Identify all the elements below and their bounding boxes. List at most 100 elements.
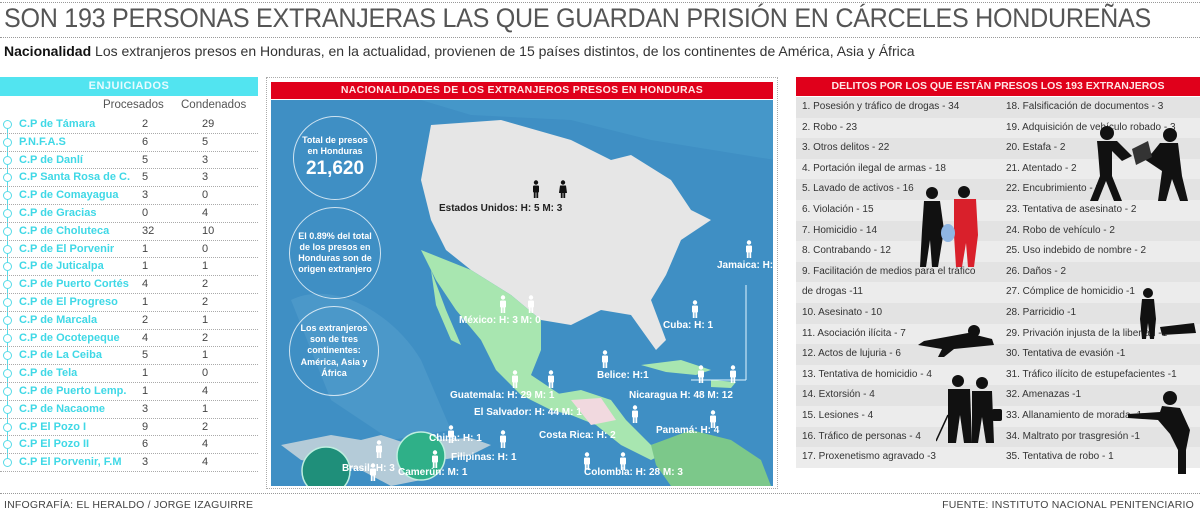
crime-right: 18. Falsificación de documentos - 3	[1006, 101, 1164, 112]
label-filipinas: Filipinas: H: 1	[451, 452, 517, 463]
procesados-value: 0	[142, 206, 149, 219]
crime-left: 1. Posesión y tráfico de drogas - 34	[802, 101, 960, 112]
person-marker-icon	[745, 240, 753, 258]
condenados-value: 5	[202, 135, 209, 148]
procesados-value: 1	[142, 384, 149, 397]
prison-row: C.P de Támara 2 29	[0, 116, 258, 134]
timeline-dot-icon	[3, 333, 12, 343]
procesados-value: 2	[142, 118, 149, 130]
person-male-icon	[532, 180, 540, 198]
crime-right: 35. Tentativa de robo - 1	[1006, 451, 1114, 463]
timeline-dot-icon	[3, 137, 12, 147]
crime-row: 14. Extorsión - 4 32. Amenazas -1	[796, 385, 1200, 406]
person-marker-icon	[709, 410, 717, 428]
prison-row: C.P de Tela 1 0	[0, 365, 258, 383]
continents-text-b: América, Asia y África	[300, 356, 368, 378]
col-condenados: Condenados	[181, 99, 247, 111]
divider	[0, 37, 1200, 38]
condenados-value: 4	[202, 438, 209, 451]
label-el-salvador: El Salvador: H: 44 M: 1	[474, 407, 582, 418]
prison-name: C.P de Támara	[19, 118, 96, 130]
prison-name: C.P de Puerto Cortés	[19, 278, 129, 291]
crime-left: 14. Extorsión - 4	[802, 389, 875, 401]
map: Total de presos en Honduras 21,620 El 0.…	[271, 100, 773, 486]
prison-list: C.P de Támara 2 29 P.N.F.A.S 6 5 C.P de Danlí 5…	[0, 116, 258, 472]
label-panama: Panamá: H: 4	[656, 425, 720, 436]
procesados-value: 1	[142, 367, 149, 380]
condenados-value: 1	[202, 402, 209, 415]
divider	[0, 2, 1200, 3]
procesados-value: 3	[142, 189, 149, 202]
label-guatemala: Guatemala: H: 29 M: 1	[450, 390, 555, 401]
condenados-value: 29	[202, 118, 215, 130]
condenados-value: 3	[202, 153, 209, 166]
person-marker-icon	[447, 425, 455, 443]
total-prisoners-circle: Total de presos en Honduras 21,620	[293, 116, 377, 200]
prison-row: C.P de Puerto Cortés 4 2	[0, 276, 258, 294]
condenados-value: 0	[202, 242, 209, 255]
prison-row: C.P de Juticalpa 1 1	[0, 258, 258, 277]
subtitle: Nacionalidad Los extranjeros presos en H…	[4, 43, 915, 59]
label-mexico: México: H: 3 M: 0	[459, 315, 541, 326]
crime-right: 30. Tentativa de evasión -1	[1006, 348, 1126, 360]
procesados-value: 5	[142, 349, 149, 362]
timeline-dot-icon	[3, 226, 12, 236]
prison-name: C.P de Tela	[19, 367, 78, 380]
crime-row: 16. Tráfico de personas - 4 34. Maltrato …	[796, 426, 1200, 448]
crime-left: 2. Robo - 23	[802, 121, 858, 133]
crime-row: 12. Actos de lujuria - 6 30. Tentativa de…	[796, 344, 1200, 365]
timeline-dot-icon	[3, 458, 12, 468]
condenados-value: 4	[202, 456, 209, 469]
prison-row: P.N.F.A.S 6 5	[0, 134, 258, 152]
column-headers: Procesados Condenados	[0, 96, 258, 114]
person-marker-icon	[619, 452, 627, 470]
condenados-value: 0	[202, 367, 209, 380]
prison-row: C.P de Gracias 0 4	[0, 205, 258, 223]
label-usa: Estados Unidos: H: 5 M: 3	[439, 203, 563, 214]
prison-name: C.P de Nacaome	[19, 402, 106, 415]
prison-row: C.P de Puerto Lemp. 1 4	[0, 383, 258, 401]
condenados-value: 2	[202, 420, 209, 433]
crime-left: 16. Tráfico de personas - 4	[802, 430, 921, 442]
prison-name: C.P de El Porvenir	[19, 242, 115, 255]
prison-name: C.P de Gracias	[19, 206, 97, 219]
crime-row: 1. Posesión y tráfico de drogas - 34 18. …	[796, 97, 1200, 118]
timeline-dot-icon	[3, 173, 12, 183]
timeline-dot-icon	[3, 244, 12, 254]
timeline-dot-icon	[3, 386, 12, 396]
crime-right: 31. Tráfico ilícito de estupefacientes -…	[1006, 368, 1177, 380]
crime-left: 7. Homicidio - 14	[802, 224, 878, 236]
prison-row: C.P de La Ceiba 5 1	[0, 347, 258, 366]
timeline-dot-icon	[3, 297, 12, 307]
person-marker-icon	[729, 365, 737, 383]
condenados-value: 2	[202, 331, 209, 344]
prison-row: C.P de El Progreso 1 2	[0, 294, 258, 312]
procesados-value: 1	[142, 242, 149, 255]
prison-name: C.P de Juticalpa	[19, 260, 104, 273]
procesados-value: 4	[142, 331, 149, 344]
crime-right: 20. Estafa - 2	[1006, 142, 1066, 154]
crime-right: 28. Parricidio -1	[1006, 306, 1077, 318]
prison-name: C.P de Puerto Lemp.	[19, 384, 127, 397]
person-marker-icon	[375, 440, 383, 458]
divider	[0, 493, 1200, 494]
crime-right: 21. Atentado - 2	[1006, 162, 1077, 174]
continents-circle: Los extranjeros son de tres continentes:…	[289, 306, 379, 396]
crime-row: 9. Facilitación de medios para el tráfic…	[796, 261, 1200, 283]
crime-left: 5. Lavado de activos - 16	[802, 183, 914, 195]
crime-right: 34. Maltrato por trasgresión -1	[1006, 430, 1140, 442]
crime-row: 7. Homicidio - 14 24. Robo de vehículo - …	[796, 220, 1200, 242]
total-label-2: en Honduras	[307, 146, 363, 157]
delitos-panel: DELITOS POR LOS QUE ESTÁN PRESOS LOS 193…	[796, 77, 1200, 489]
prison-name: C.P El Porvenir, F.M	[19, 456, 122, 469]
enjuiciados-heading: ENJUICIADOS	[0, 77, 258, 96]
prison-name: C.P de Choluteca	[19, 224, 110, 237]
subtitle-bold: Nacionalidad	[4, 43, 92, 59]
label-china: China: H: 1	[429, 433, 482, 444]
crime-right: 19. Adquisición de vehículo robado - 3	[1006, 121, 1176, 133]
map-heading: NACIONALIDADES DE LOS EXTRANJEROS PRESOS…	[271, 82, 773, 99]
person-female-icon	[559, 180, 567, 198]
procesados-value: 4	[142, 278, 149, 291]
crime-right: 22. Encubrimiento - 2	[1006, 183, 1102, 195]
condenados-value: 2	[202, 278, 209, 291]
